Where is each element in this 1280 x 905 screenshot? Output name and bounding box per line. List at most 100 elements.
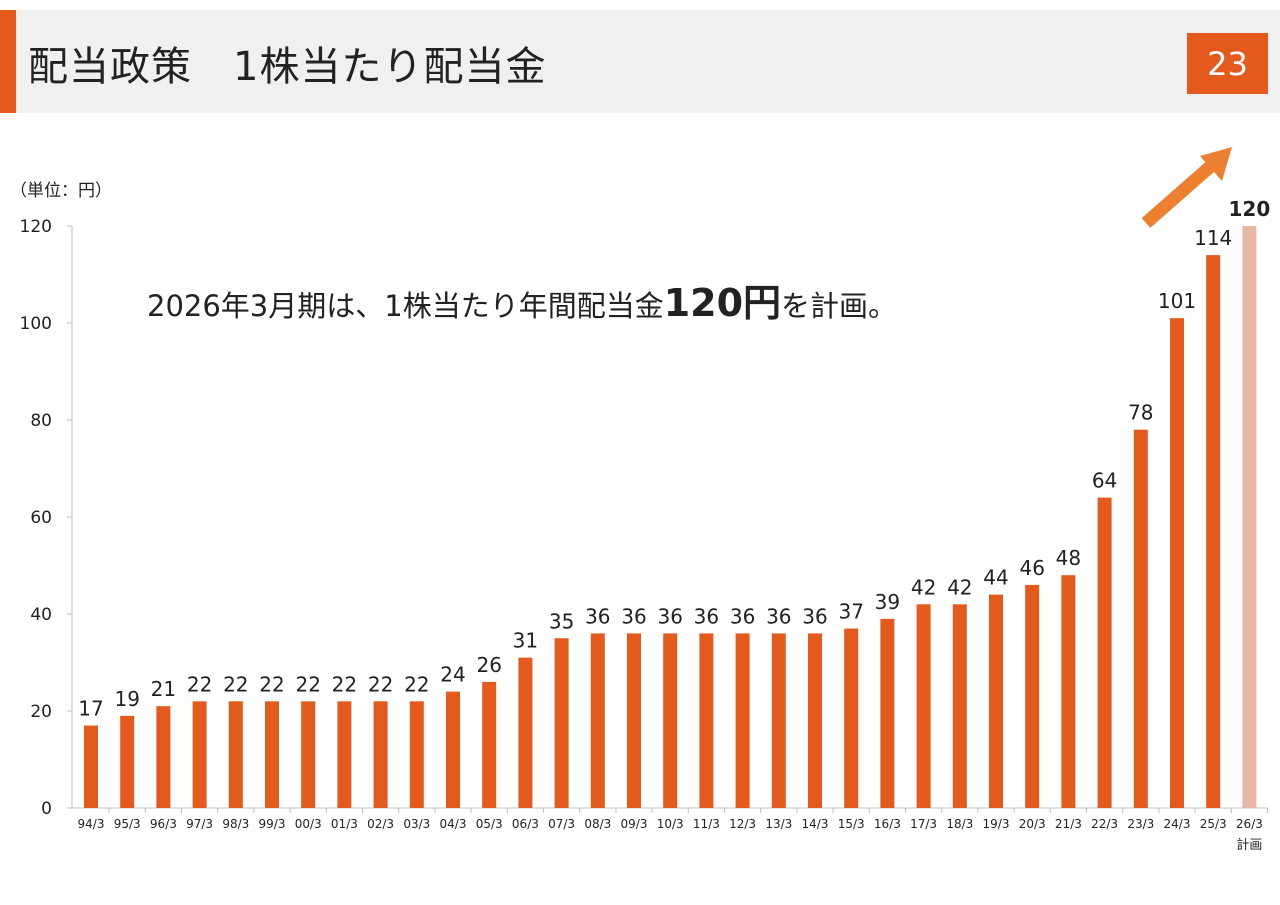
- data-label: 42: [947, 575, 972, 599]
- data-label: 101: [1158, 289, 1196, 313]
- bar-06/3: [518, 657, 533, 808]
- data-label: 44: [983, 566, 1008, 590]
- data-label: 36: [621, 604, 646, 628]
- data-label: 22: [368, 672, 393, 696]
- data-label: 42: [911, 575, 936, 599]
- bar-95/3: [120, 715, 135, 808]
- data-label: 26: [476, 653, 501, 677]
- data-label: 22: [295, 672, 320, 696]
- header-bar: 配当政策 1株当たり配当金 23: [0, 10, 1280, 113]
- unit-label: （単位：円）: [10, 181, 112, 201]
- x-tick-label: 08/3: [584, 817, 611, 831]
- y-tick-label: 120: [20, 217, 52, 237]
- bar-20/3: [1025, 584, 1040, 808]
- bar-23/3: [1133, 429, 1148, 808]
- data-label: 35: [549, 609, 574, 633]
- bar-25/3: [1206, 255, 1221, 809]
- x-tick-label: 00/3: [295, 817, 322, 831]
- headline-prefix: 2026年3月期は、1株当たり年間配当金: [147, 289, 664, 323]
- y-tick-label: 100: [20, 314, 52, 334]
- data-label: 48: [1056, 546, 1081, 570]
- bar-99/3: [265, 701, 279, 808]
- data-label: 22: [404, 672, 429, 696]
- bar-19/3: [989, 594, 1003, 808]
- bar-02/3: [373, 701, 388, 808]
- page-title: 配当政策 1株当たり配当金: [28, 44, 547, 90]
- data-label: 22: [223, 672, 248, 696]
- y-tick-label: 80: [30, 411, 52, 431]
- x-tick-label: 25/3: [1200, 817, 1227, 831]
- data-label: 39: [875, 590, 900, 614]
- bar-21/3: [1061, 575, 1076, 808]
- upward-arrow-head: [1200, 147, 1232, 181]
- bar-08/3: [590, 633, 605, 808]
- data-label: 36: [657, 604, 682, 628]
- x-tick-label: 17/3: [910, 817, 937, 831]
- plan-label: 計画: [1236, 837, 1262, 853]
- data-label: 21: [151, 677, 176, 701]
- data-label: 24: [440, 663, 465, 687]
- bar-01/3: [337, 701, 352, 808]
- x-tick-label: 95/3: [114, 817, 141, 831]
- x-tick-label: 24/3: [1164, 817, 1191, 831]
- x-tick-label: 07/3: [548, 817, 575, 831]
- x-tick-label: 14/3: [802, 817, 829, 831]
- data-label: 22: [187, 672, 212, 696]
- x-tick-label: 97/3: [186, 817, 213, 831]
- bar-00/3: [301, 701, 316, 808]
- x-tick-label: 26/3: [1236, 817, 1263, 831]
- x-tick-label: 20/3: [1019, 817, 1046, 831]
- data-label: 36: [802, 604, 827, 628]
- header-accent-stripe: [0, 10, 16, 113]
- bar-26/3: [1242, 226, 1257, 808]
- headline-emphasis: 120円: [663, 281, 782, 325]
- y-tick-label: 20: [30, 702, 52, 722]
- data-label: 114: [1194, 226, 1232, 250]
- x-tick-label: 19/3: [983, 817, 1010, 831]
- page-number-badge: 23: [1187, 33, 1268, 94]
- data-label: 36: [730, 604, 755, 628]
- bar-05/3: [482, 681, 497, 808]
- data-label: 22: [259, 672, 284, 696]
- x-tick-label: 10/3: [657, 817, 684, 831]
- bar-15/3: [844, 628, 859, 808]
- data-label: 120: [1229, 197, 1271, 221]
- bar-07/3: [554, 638, 569, 808]
- data-label: 64: [1092, 469, 1117, 493]
- bar-03/3: [409, 701, 424, 808]
- x-tick-label: 13/3: [765, 817, 792, 831]
- bar-98/3: [228, 701, 243, 808]
- bar-18/3: [952, 604, 967, 808]
- x-tick-label: 02/3: [367, 817, 394, 831]
- bar-10/3: [663, 633, 678, 808]
- bar-94/3: [84, 725, 98, 808]
- data-label: 36: [585, 604, 610, 628]
- headline-suffix: を計画。: [781, 289, 898, 323]
- x-tick-label: 99/3: [259, 817, 286, 831]
- y-tick-label: 60: [30, 508, 52, 528]
- x-tick-label: 09/3: [621, 817, 648, 831]
- x-tick-label: 21/3: [1055, 817, 1082, 831]
- bar-22/3: [1097, 497, 1112, 808]
- bar-96/3: [156, 706, 171, 808]
- bar-12/3: [735, 633, 750, 808]
- x-tick-label: 03/3: [403, 817, 430, 831]
- x-tick-label: 04/3: [440, 817, 467, 831]
- data-label: 37: [838, 600, 863, 624]
- x-tick-label: 12/3: [729, 817, 756, 831]
- bar-24/3: [1170, 318, 1184, 808]
- data-label: 36: [694, 604, 719, 628]
- x-tick-label: 22/3: [1091, 817, 1118, 831]
- bar-97/3: [192, 701, 207, 808]
- x-tick-label: 15/3: [838, 817, 865, 831]
- x-tick-label: 06/3: [512, 817, 539, 831]
- data-label: 17: [78, 697, 103, 721]
- bar-04/3: [446, 691, 460, 808]
- bar-17/3: [916, 604, 931, 808]
- bar-14/3: [808, 633, 822, 808]
- y-tick-label: 0: [41, 799, 52, 819]
- bar-11/3: [699, 633, 714, 808]
- data-label: 19: [114, 687, 139, 711]
- data-label: 36: [766, 604, 791, 628]
